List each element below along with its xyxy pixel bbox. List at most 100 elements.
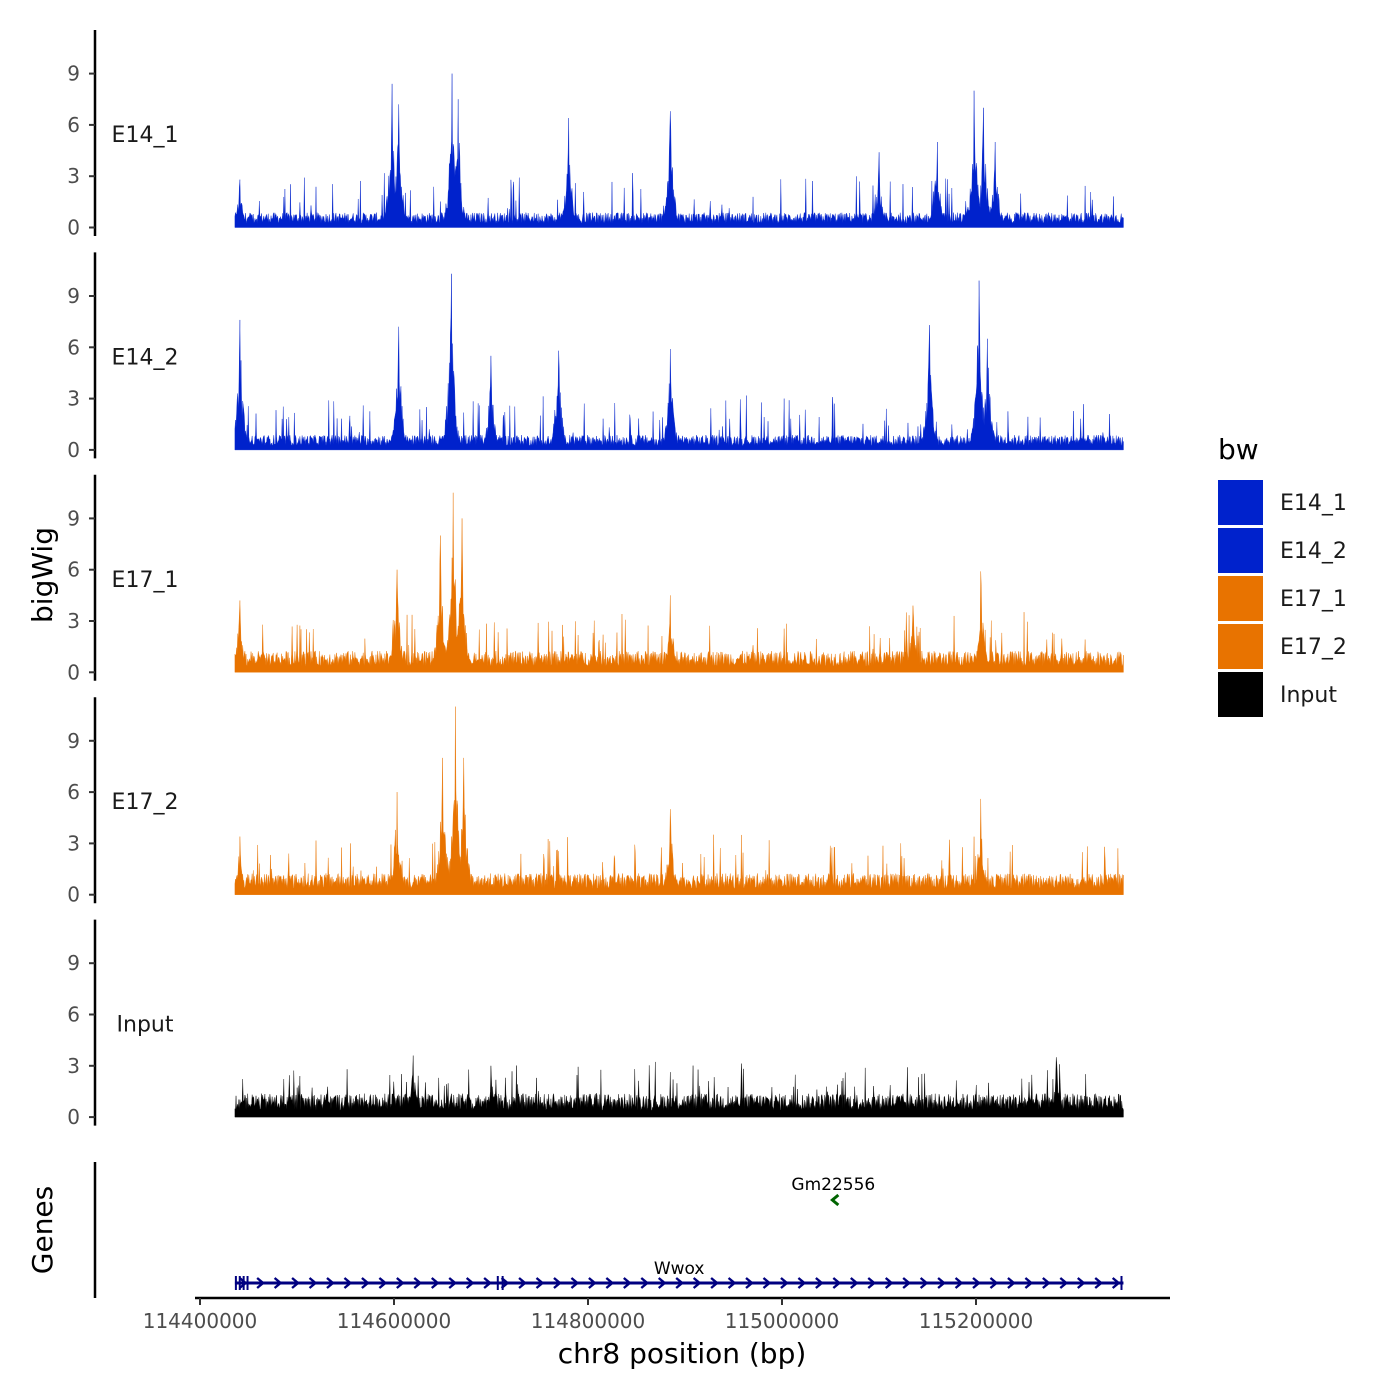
strand-chevron [972, 1277, 981, 1289]
y-tick-label: 6 [67, 113, 80, 137]
legend-label: E14_2 [1280, 539, 1347, 564]
strand-chevron [465, 1277, 475, 1289]
y-tick-label: 9 [67, 284, 80, 308]
coverage-tracks: 0 3 6 9 E14_1 0 3 6 9 E14_2 0 3 6 9 E17_1 0 3 6 9 E17_2 0 3 6 9… [67, 30, 1124, 1129]
legend-title: bw [1218, 433, 1259, 466]
strand-chevron [623, 1277, 632, 1289]
strand-chevron [500, 1277, 510, 1289]
y-tick-label: 3 [67, 1054, 80, 1078]
strand-chevron [692, 1277, 702, 1289]
y-tick-label: 3 [67, 609, 80, 633]
strand-chevron [1076, 1277, 1086, 1289]
strand-chevron [448, 1277, 458, 1289]
strand-chevron [326, 1277, 335, 1289]
strand-chevron [413, 1277, 423, 1289]
strand-chevron [745, 1277, 754, 1289]
coverage-area [234, 492, 1124, 673]
x-tick-label: 114400000 [143, 1309, 258, 1333]
strand-chevron [1094, 1277, 1104, 1289]
track-e14-2: 0 3 6 9 E14_2 [67, 252, 1124, 462]
y-tick-label: 9 [67, 506, 80, 530]
strand-chevron [378, 1277, 388, 1289]
strand-chevron [396, 1277, 405, 1289]
strand-chevron [850, 1277, 859, 1289]
y-tick-label: 3 [67, 831, 80, 855]
strand-chevron [256, 1277, 266, 1289]
y-tick-label: 3 [67, 387, 80, 411]
track-label: E17_2 [112, 790, 179, 815]
strand-chevron [884, 1277, 894, 1289]
gene-gm22556: Gm22556 [791, 1175, 875, 1207]
strand-chevron [762, 1277, 772, 1289]
strand-chevron [430, 1277, 440, 1289]
strand-chevron [553, 1277, 562, 1289]
x-tick-label: 115000000 [725, 1309, 840, 1333]
strand-chevron [937, 1277, 946, 1289]
coverage-area [234, 1055, 1124, 1118]
legend-swatch [1218, 672, 1263, 717]
strand-chevron [867, 1277, 877, 1289]
legend-label: E17_2 [1280, 635, 1347, 660]
strand-chevron [640, 1277, 650, 1289]
strand-chevron [291, 1277, 300, 1289]
gene-label: Gm22556 [791, 1175, 875, 1195]
y-axis-title: bigWig [26, 527, 59, 623]
strand-chevron [902, 1277, 912, 1289]
strand-chevron [954, 1277, 964, 1289]
strand-chevron [535, 1277, 545, 1289]
strand-chevron [1042, 1277, 1051, 1289]
strand-chevron [1111, 1277, 1121, 1289]
gene-label: Wwox [654, 1259, 705, 1279]
strand-chevron [832, 1277, 842, 1289]
strand-chevron [308, 1277, 318, 1289]
coverage-area [234, 706, 1124, 895]
y-tick-label: 0 [67, 883, 80, 907]
y-tick-label: 9 [67, 729, 80, 753]
strand-chevron [1024, 1277, 1034, 1289]
coverage-area [234, 73, 1124, 228]
x-tick-label: 114800000 [531, 1309, 646, 1333]
legend-swatch [1218, 528, 1263, 573]
strand-chevron [361, 1277, 370, 1289]
strand-chevron [1007, 1277, 1016, 1289]
y-tick-label: 6 [67, 780, 80, 804]
y-tick-label: 6 [67, 558, 80, 582]
y-tick-label: 0 [67, 438, 80, 462]
strand-chevron [238, 1277, 248, 1289]
strand-chevron [273, 1277, 283, 1289]
strand-chevron [483, 1277, 492, 1289]
x-axis: 114400000 114600000 114800000 115000000 1152… [143, 1296, 1170, 1333]
x-tick-label: 114600000 [337, 1309, 452, 1333]
strand-chevron [343, 1277, 353, 1289]
track-e17-1: 0 3 6 9 E17_1 [67, 474, 1124, 684]
legend-label: E14_1 [1280, 491, 1347, 516]
genes-axis-title: Genes [26, 1186, 59, 1274]
strand-chevron [657, 1277, 667, 1289]
legend-swatch [1218, 480, 1263, 525]
strand-chevron [710, 1277, 719, 1289]
track-input: 0 3 6 9 Input [67, 919, 1124, 1129]
strand-chevron [588, 1277, 597, 1289]
strand-chevron [815, 1277, 824, 1289]
legend-label: E17_1 [1280, 587, 1347, 612]
strand-chevron [919, 1277, 929, 1289]
strand-chevron [780, 1277, 789, 1289]
track-label: E14_1 [112, 123, 179, 148]
strand-chevron [675, 1277, 685, 1289]
y-tick-label: 3 [67, 164, 80, 188]
strand-chevron [797, 1277, 807, 1289]
track-label: E17_1 [112, 568, 179, 593]
y-tick-label: 9 [67, 62, 80, 86]
track-e14-1: 0 3 6 9 E14_1 [67, 30, 1124, 240]
y-tick-label: 0 [67, 216, 80, 240]
strand-chevron [989, 1277, 999, 1289]
gene-wwox: Wwox [234, 1259, 1124, 1290]
x-axis-title: chr8 position (bp) [558, 1337, 807, 1370]
legend-label: Input [1280, 683, 1337, 708]
y-tick-label: 0 [67, 1105, 80, 1129]
track-e17-2: 0 3 6 9 E17_2 [67, 697, 1124, 907]
strand-chevron [727, 1277, 737, 1289]
y-tick-label: 6 [67, 335, 80, 359]
